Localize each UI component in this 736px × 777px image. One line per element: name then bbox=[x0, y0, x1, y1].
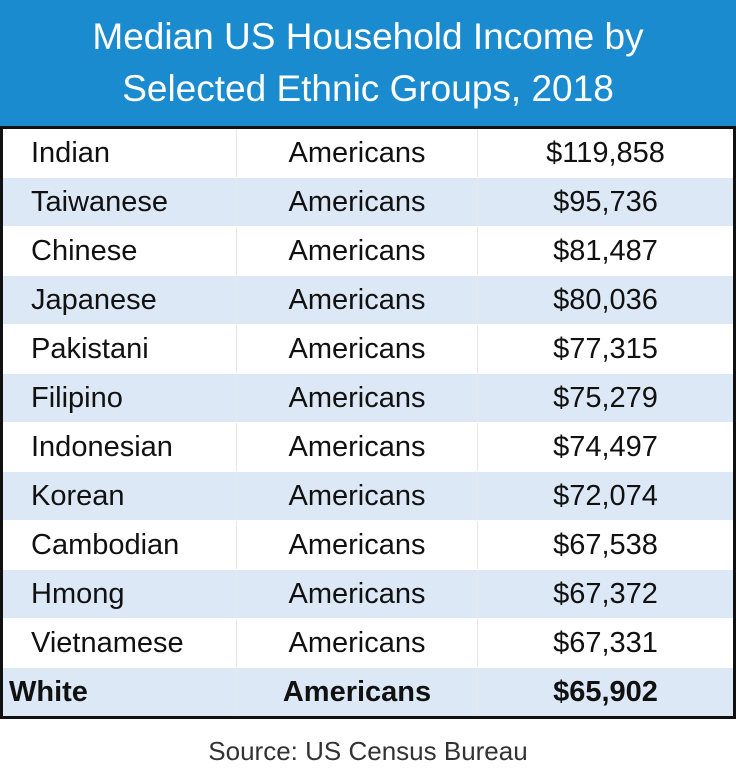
table-row: Vietnamese Americans $67,331 bbox=[1, 618, 735, 668]
income-cell: $75,279 bbox=[477, 373, 735, 423]
group-cell: Indian bbox=[1, 127, 237, 178]
label-cell: Americans bbox=[236, 422, 478, 472]
label-cell: Americans bbox=[236, 667, 478, 718]
label-cell: Americans bbox=[236, 226, 478, 276]
table-row: Indonesian Americans $74,497 bbox=[1, 422, 735, 472]
table-row: Taiwanese Americans $95,736 bbox=[1, 177, 735, 227]
label-cell: Americans bbox=[236, 373, 478, 423]
header: Median US Household Income by Selected E… bbox=[0, 0, 736, 126]
group-cell: Taiwanese bbox=[1, 177, 237, 227]
income-cell: $80,036 bbox=[477, 275, 735, 325]
group-cell: Pakistani bbox=[1, 324, 237, 374]
label-cell: Americans bbox=[236, 618, 478, 668]
table-row: White Americans $65,902 bbox=[1, 667, 735, 718]
group-cell: Hmong bbox=[1, 569, 237, 619]
group-cell: Chinese bbox=[1, 226, 237, 276]
income-cell: $67,372 bbox=[477, 569, 735, 619]
table-row: Pakistani Americans $77,315 bbox=[1, 324, 735, 374]
table-row: Indian Americans $119,858 bbox=[1, 127, 735, 178]
label-cell: Americans bbox=[236, 177, 478, 227]
group-cell: Indonesian bbox=[1, 422, 237, 472]
group-cell: Filipino bbox=[1, 373, 237, 423]
group-cell: Cambodian bbox=[1, 520, 237, 570]
table-row: Japanese Americans $80,036 bbox=[1, 275, 735, 325]
label-cell: Americans bbox=[236, 324, 478, 374]
income-cell: $65,902 bbox=[477, 667, 735, 718]
table-row: Korean Americans $72,074 bbox=[1, 471, 735, 521]
income-cell: $67,331 bbox=[477, 618, 735, 668]
label-cell: Americans bbox=[236, 569, 478, 619]
table-row: Filipino Americans $75,279 bbox=[1, 373, 735, 423]
table-row: Chinese Americans $81,487 bbox=[1, 226, 735, 276]
source: Source: US Census Bureau bbox=[208, 736, 528, 766]
title: Median US Household Income by Selected E… bbox=[92, 16, 644, 109]
income-cell: $74,497 bbox=[477, 422, 735, 472]
income-cell: $119,858 bbox=[477, 127, 735, 178]
income-cell: $67,538 bbox=[477, 520, 735, 570]
table-row: Cambodian Americans $67,538 bbox=[1, 520, 735, 570]
income-cell: $72,074 bbox=[477, 471, 735, 521]
income-table: Indian Americans $119,858 Taiwanese American… bbox=[0, 126, 736, 719]
label-cell: Americans bbox=[236, 520, 478, 570]
income-cell: $95,736 bbox=[477, 177, 735, 227]
group-cell: Korean bbox=[1, 471, 237, 521]
income-cell: $77,315 bbox=[477, 324, 735, 374]
group-cell: Japanese bbox=[1, 275, 237, 325]
group-cell: White bbox=[1, 667, 237, 718]
label-cell: Americans bbox=[236, 127, 478, 178]
income-cell: $81,487 bbox=[477, 226, 735, 276]
label-cell: Americans bbox=[236, 471, 478, 521]
table-row: Hmong Americans $67,372 bbox=[1, 569, 735, 619]
label-cell: Americans bbox=[236, 275, 478, 325]
group-cell: Vietnamese bbox=[1, 618, 237, 668]
